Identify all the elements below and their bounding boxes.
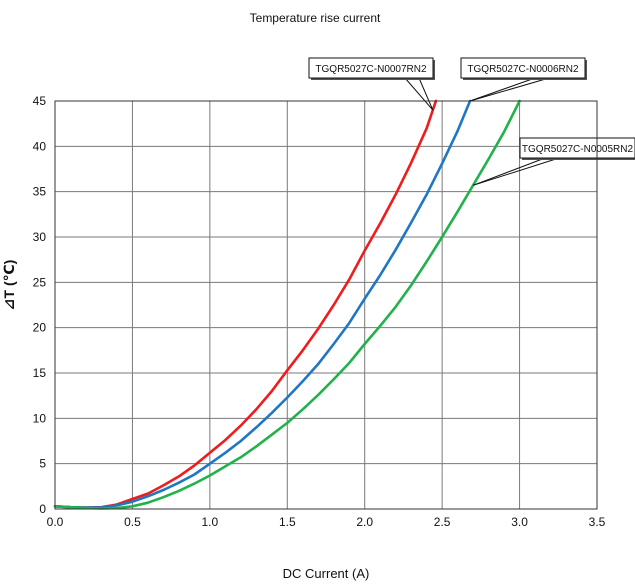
x-tick-label: 0.0 xyxy=(47,515,64,529)
callout-leader xyxy=(472,157,560,186)
x-tick-label: 2.5 xyxy=(434,515,451,529)
series-line-3 xyxy=(53,99,521,510)
plot-area xyxy=(55,101,597,509)
callout-box xyxy=(308,57,434,79)
series-lines xyxy=(53,99,521,510)
series-line-2 xyxy=(53,99,472,509)
callout-leader xyxy=(418,77,434,111)
y-tick-label: 10 xyxy=(33,411,47,425)
y-tick-label: 45 xyxy=(33,94,47,108)
series-callouts: TGQR5027C-N0007RN2 TGQR5027C-N0006RN2 TGQR… xyxy=(308,57,635,186)
x-tick-label: 1.0 xyxy=(202,515,219,529)
y-axis-label: ⊿T (℃) xyxy=(1,260,17,310)
callout-leader xyxy=(469,77,536,102)
y-tick-label: 40 xyxy=(33,139,47,153)
x-tick-labels: 0.0 0.5 1.0 1.5 2.0 2.5 3.0 3.5 xyxy=(47,515,606,529)
y-tick-label: 25 xyxy=(33,275,47,289)
y-tick-label: 20 xyxy=(33,321,47,335)
x-tick-label: 2.0 xyxy=(356,515,373,529)
y-tick-label: 0 xyxy=(39,502,46,516)
callout-label: TGQR5027C-N0007RN2 xyxy=(315,64,427,75)
y-tick-labels: 0 5 10 15 20 25 30 35 40 45 xyxy=(33,94,47,516)
y-tick-label: 5 xyxy=(39,457,46,471)
y-tick-label: 30 xyxy=(33,230,47,244)
chart-title: Temperature rise current xyxy=(250,11,381,25)
plot-frame xyxy=(54,100,598,510)
x-tick-label: 3.5 xyxy=(589,515,606,529)
callout-leader xyxy=(472,157,546,186)
callout-label: TGQR5027C-N0005RN2 xyxy=(522,144,634,155)
y-tick-label: 15 xyxy=(33,366,47,380)
x-tick-label: 0.5 xyxy=(124,515,141,529)
x-axis-label: DC Current (A) xyxy=(283,566,370,581)
callout-label: TGQR5027C-N0006RN2 xyxy=(467,64,579,75)
callout-box xyxy=(519,137,635,159)
callout-leader xyxy=(404,77,434,111)
callout-box xyxy=(460,57,586,79)
callout-leader xyxy=(469,77,550,102)
x-tick-label: 1.5 xyxy=(279,515,296,529)
x-tick-label: 3.0 xyxy=(511,515,528,529)
y-tick-label: 35 xyxy=(33,185,47,199)
